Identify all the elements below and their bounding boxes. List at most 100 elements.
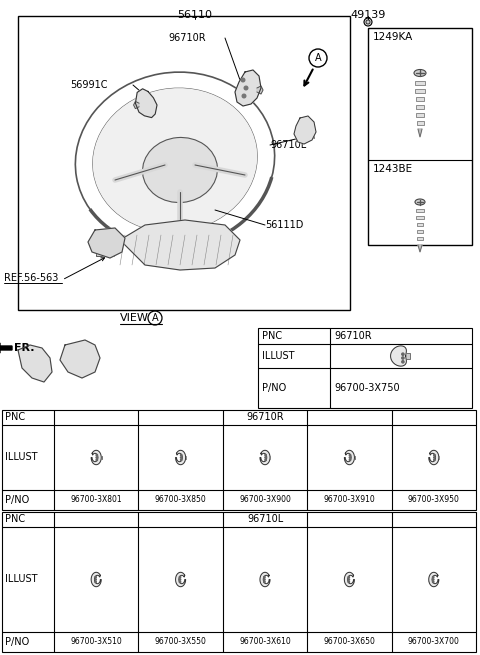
- Polygon shape: [429, 450, 439, 464]
- Bar: [405, 353, 409, 359]
- Bar: [2, 410, 476, 510]
- Circle shape: [180, 455, 182, 456]
- Circle shape: [95, 581, 96, 582]
- Circle shape: [36, 367, 39, 369]
- Circle shape: [348, 576, 349, 578]
- Circle shape: [241, 78, 245, 82]
- Ellipse shape: [414, 69, 426, 77]
- Circle shape: [349, 459, 351, 460]
- Bar: [183, 457, 186, 458]
- Polygon shape: [294, 116, 316, 144]
- Circle shape: [264, 579, 265, 580]
- Circle shape: [265, 457, 266, 458]
- Text: 96700-3X610: 96700-3X610: [239, 637, 291, 646]
- Circle shape: [96, 459, 97, 460]
- Text: ILLUST: ILLUST: [5, 574, 37, 584]
- Bar: [18, 16, 350, 310]
- Circle shape: [349, 457, 351, 458]
- Circle shape: [264, 576, 265, 578]
- Bar: [267, 457, 270, 458]
- Bar: [436, 457, 439, 458]
- Circle shape: [349, 455, 351, 456]
- Circle shape: [95, 579, 96, 580]
- Text: P/NO: P/NO: [5, 495, 29, 505]
- Ellipse shape: [159, 241, 171, 249]
- Text: P/NO: P/NO: [5, 637, 29, 647]
- Circle shape: [22, 356, 28, 364]
- Text: 96710L: 96710L: [247, 514, 283, 525]
- Bar: [416, 97, 424, 101]
- Text: REF.56-563: REF.56-563: [4, 273, 59, 283]
- Text: 49139: 49139: [350, 10, 386, 20]
- Polygon shape: [135, 89, 157, 118]
- Text: P/NO: P/NO: [262, 383, 286, 393]
- Bar: [91, 578, 94, 581]
- Bar: [306, 128, 314, 132]
- Bar: [344, 578, 347, 581]
- Circle shape: [180, 459, 182, 460]
- Bar: [258, 328, 472, 408]
- Circle shape: [434, 459, 435, 460]
- Circle shape: [402, 357, 404, 359]
- Polygon shape: [18, 345, 52, 382]
- Circle shape: [244, 86, 248, 90]
- Text: 96710R: 96710R: [168, 33, 205, 43]
- Text: 56111D: 56111D: [265, 220, 303, 230]
- Text: PNC: PNC: [5, 514, 25, 525]
- Polygon shape: [176, 450, 186, 464]
- Text: A: A: [315, 53, 321, 63]
- Text: 96700-3X850: 96700-3X850: [155, 495, 206, 504]
- Bar: [417, 223, 423, 226]
- Bar: [417, 121, 423, 125]
- Bar: [368, 28, 472, 245]
- Text: VIEW: VIEW: [120, 313, 149, 323]
- Text: 1243BE: 1243BE: [373, 164, 413, 174]
- Circle shape: [348, 579, 349, 580]
- Text: 96700-3X650: 96700-3X650: [324, 637, 375, 646]
- Bar: [416, 105, 424, 109]
- Bar: [98, 457, 102, 458]
- Circle shape: [265, 459, 266, 460]
- Polygon shape: [418, 245, 422, 252]
- Circle shape: [432, 576, 434, 578]
- Text: ILLUST: ILLUST: [262, 351, 295, 361]
- Text: 96700-3X550: 96700-3X550: [155, 637, 206, 646]
- Text: PNC: PNC: [5, 413, 25, 422]
- Circle shape: [180, 579, 181, 580]
- Text: 96700-3X950: 96700-3X950: [408, 495, 460, 504]
- Bar: [416, 216, 424, 219]
- Ellipse shape: [189, 244, 201, 252]
- Bar: [417, 237, 423, 240]
- Bar: [306, 122, 314, 126]
- Polygon shape: [60, 340, 100, 378]
- Text: 96710R: 96710R: [334, 331, 372, 341]
- Text: 96710L: 96710L: [270, 140, 306, 150]
- Circle shape: [364, 18, 372, 26]
- Text: 56991C: 56991C: [70, 80, 108, 90]
- Bar: [416, 209, 424, 212]
- Circle shape: [434, 455, 435, 456]
- Circle shape: [242, 94, 246, 98]
- Ellipse shape: [93, 88, 257, 232]
- Bar: [429, 578, 432, 581]
- Polygon shape: [91, 572, 101, 587]
- Polygon shape: [344, 450, 354, 464]
- Text: FR.: FR.: [14, 343, 35, 353]
- Ellipse shape: [143, 138, 217, 202]
- Circle shape: [402, 353, 404, 356]
- Polygon shape: [120, 220, 240, 270]
- Ellipse shape: [415, 199, 425, 205]
- Text: 96700-3X910: 96700-3X910: [324, 495, 375, 504]
- Text: PNC: PNC: [262, 331, 282, 341]
- Polygon shape: [260, 572, 270, 587]
- Polygon shape: [235, 70, 261, 106]
- Text: 96700-3X510: 96700-3X510: [71, 637, 122, 646]
- Polygon shape: [91, 450, 101, 464]
- Polygon shape: [0, 343, 12, 353]
- Bar: [415, 81, 425, 85]
- Circle shape: [434, 457, 435, 458]
- Bar: [175, 578, 178, 581]
- Text: 1249KA: 1249KA: [373, 32, 413, 42]
- Bar: [417, 230, 423, 233]
- Bar: [306, 134, 314, 138]
